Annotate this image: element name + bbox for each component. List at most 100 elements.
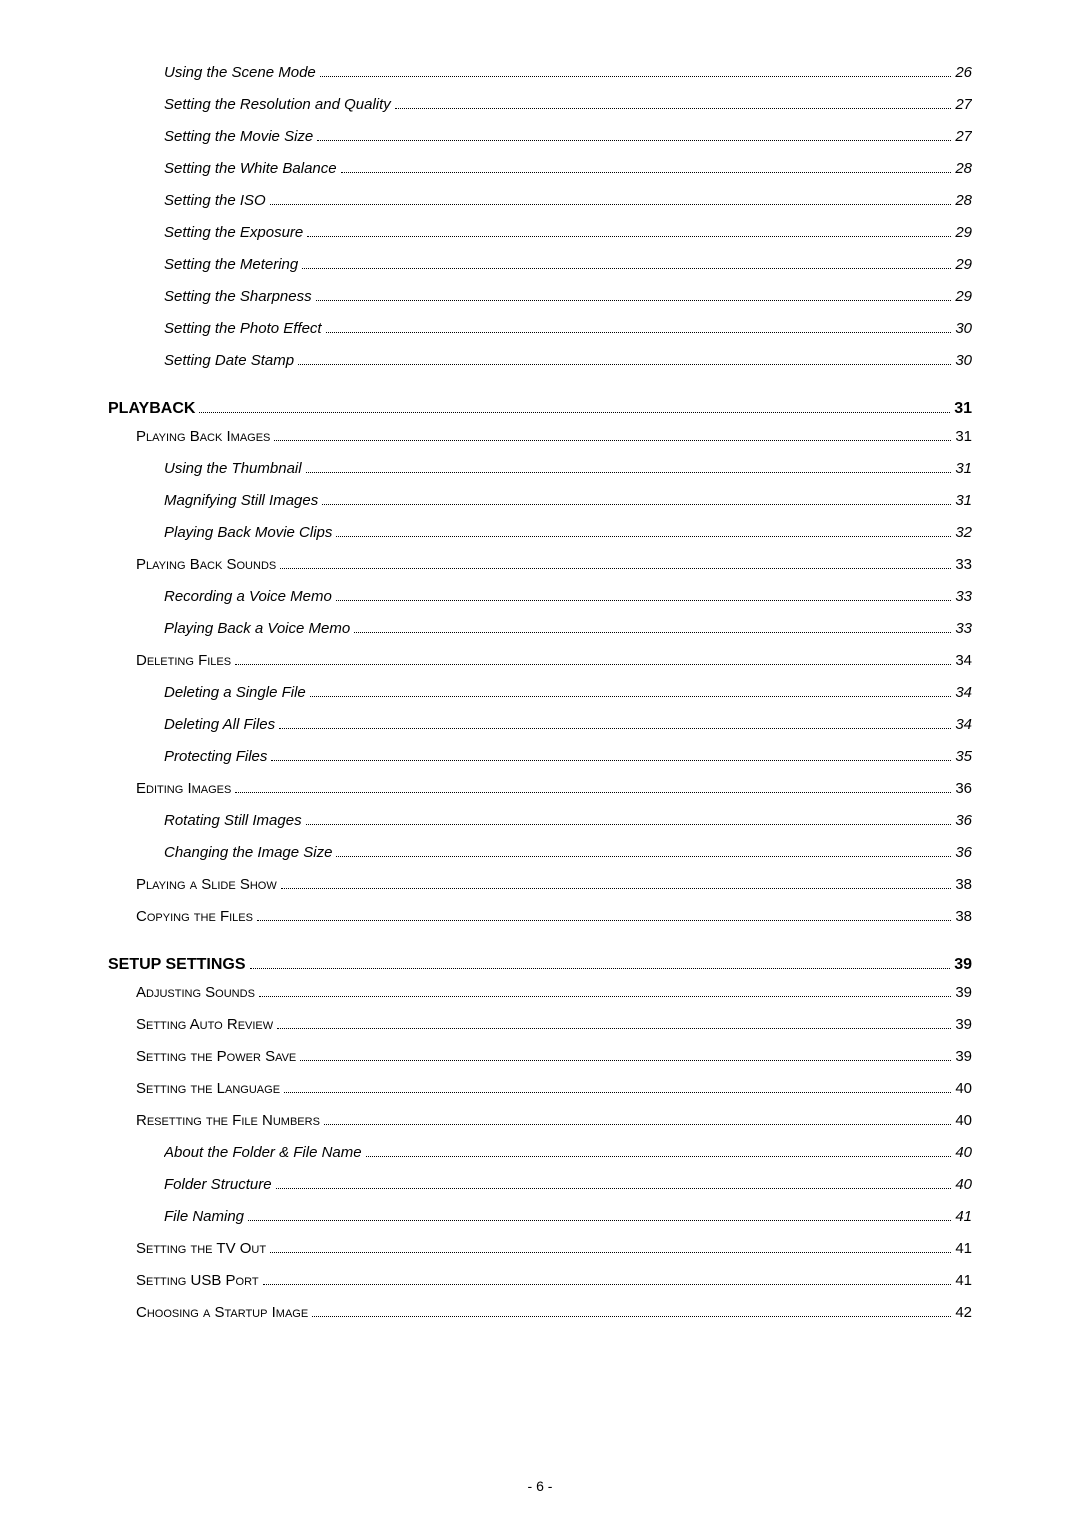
toc-leader-dots [270, 1252, 951, 1253]
toc-entry-page: 27 [955, 96, 972, 113]
toc-leader-dots [281, 888, 952, 889]
toc-entry: Setting Auto Review39 [136, 1016, 972, 1046]
toc-entry-label: PLAYBACK [108, 400, 195, 418]
toc-entry-label: Setting the Power Save [136, 1048, 296, 1065]
toc-entry: Deleting a Single File 34 [164, 684, 972, 714]
toc-entry: Using the Thumbnail 31 [164, 460, 972, 490]
toc-entry: Setting the Sharpness 29 [164, 288, 972, 318]
toc-entry: Setting the Exposure 29 [164, 224, 972, 254]
toc-entry: Editing Images 36 [136, 780, 972, 810]
toc-entry-page: 39 [955, 1016, 972, 1033]
toc-entry-label: Deleting a Single File [164, 684, 306, 701]
toc-entry-page: 30 [955, 320, 972, 337]
toc-entry-label: Setting the Sharpness [164, 288, 312, 305]
toc-leader-dots [259, 996, 951, 997]
toc-leader-dots [336, 856, 951, 857]
toc-entry: Choosing a Startup Image 42 [136, 1304, 972, 1334]
toc-leader-dots [310, 696, 952, 697]
toc-entry-page: 34 [955, 684, 972, 701]
toc-entry-page: 29 [955, 288, 972, 305]
toc-entry: Rotating Still Images 36 [164, 812, 972, 842]
toc-entry-label: Deleting All Files [164, 716, 275, 733]
toc-entry-page: 35 [955, 748, 972, 765]
toc-leader-dots [366, 1156, 952, 1157]
toc-entry-page: 27 [955, 128, 972, 145]
toc-entry-label: Adjusting Sounds [136, 984, 255, 1001]
toc-entry-page: 41 [955, 1240, 972, 1257]
toc-entry-label: File Naming [164, 1208, 244, 1225]
toc-leader-dots [312, 1316, 951, 1317]
toc-entry: SETUP SETTINGS39 [108, 956, 972, 974]
toc-entry-page: 40 [955, 1112, 972, 1129]
toc-entry: Recording a Voice Memo33 [164, 588, 972, 618]
toc-entry-label: Setting the Resolution and Quality [164, 96, 391, 113]
toc-leader-dots [320, 76, 952, 77]
toc-entry-label: Using the Scene Mode [164, 64, 316, 81]
toc-entry-label: Setting Date Stamp [164, 352, 294, 369]
toc-entry: Resetting the File Numbers 40 [136, 1112, 972, 1142]
toc-entry-page: 42 [955, 1304, 972, 1321]
toc-entry-label: Rotating Still Images [164, 812, 302, 829]
toc-leader-dots [306, 824, 952, 825]
toc-entry-page: 39 [955, 984, 972, 1001]
toc-entry-label: Using the Thumbnail [164, 460, 302, 477]
toc-entry-page: 31 [955, 428, 972, 445]
toc-leader-dots [235, 664, 951, 665]
table-of-contents: Using the Scene Mode26Setting the Resolu… [108, 64, 972, 1334]
toc-entry: Setting the ISO28 [164, 192, 972, 222]
toc-entry-label: Choosing a Startup Image [136, 1304, 308, 1321]
toc-leader-dots [300, 1060, 951, 1061]
toc-entry-label: About the Folder & File Name [164, 1144, 362, 1161]
toc-entry-page: 39 [955, 1048, 972, 1065]
toc-entry: Setting the Metering29 [164, 256, 972, 286]
toc-leader-dots [307, 236, 951, 237]
toc-leader-dots [257, 920, 951, 921]
toc-leader-dots [324, 1124, 951, 1125]
toc-entry-page: 34 [955, 716, 972, 733]
toc-leader-dots [341, 172, 952, 173]
toc-leader-dots [280, 568, 951, 569]
toc-entry-label: Playing Back Movie Clips [164, 524, 332, 541]
toc-entry-page: 32 [955, 524, 972, 541]
toc-entry: Setting Date Stamp30 [164, 352, 972, 382]
toc-entry: Playing a Slide Show38 [136, 876, 972, 906]
toc-entry-page: 31 [955, 460, 972, 477]
toc-entry: Using the Scene Mode26 [164, 64, 972, 94]
toc-entry-page: 33 [955, 588, 972, 605]
toc-entry: Magnifying Still Images31 [164, 492, 972, 522]
toc-entry-page: 36 [955, 780, 972, 797]
toc-entry-label: Changing the Image Size [164, 844, 332, 861]
toc-entry: Setting the White Balance28 [164, 160, 972, 190]
toc-leader-dots [326, 332, 952, 333]
toc-entry-page: 29 [955, 256, 972, 273]
toc-leader-dots [279, 728, 951, 729]
toc-entry: Playing Back Sounds33 [136, 556, 972, 586]
toc-entry-label: Setting the Exposure [164, 224, 303, 241]
toc-entry: PLAYBACK31 [108, 400, 972, 418]
toc-leader-dots [274, 440, 951, 441]
toc-leader-dots [235, 792, 951, 793]
toc-entry: Setting the Resolution and Quality 27 [164, 96, 972, 126]
toc-leader-dots [316, 300, 952, 301]
toc-entry: Deleting All Files 34 [164, 716, 972, 746]
toc-entry: Setting the TV Out41 [136, 1240, 972, 1270]
toc-entry-label: Resetting the File Numbers [136, 1112, 320, 1129]
toc-entry: Deleting Files34 [136, 652, 972, 682]
toc-entry-page: 40 [955, 1080, 972, 1097]
toc-entry-label: Magnifying Still Images [164, 492, 318, 509]
toc-leader-dots [306, 472, 952, 473]
toc-entry: Playing Back Images31 [136, 428, 972, 458]
toc-entry-page: 41 [955, 1208, 972, 1225]
toc-entry-label: Editing Images [136, 780, 231, 797]
toc-entry: Folder Structure40 [164, 1176, 972, 1206]
toc-leader-dots [199, 412, 950, 413]
toc-entry-page: 28 [955, 160, 972, 177]
toc-entry-page: 40 [955, 1144, 972, 1161]
toc-entry: Setting USB Port41 [136, 1272, 972, 1302]
toc-entry-page: 36 [955, 812, 972, 829]
toc-entry-page: 29 [955, 224, 972, 241]
page-footer: - 6 - [0, 1478, 1080, 1494]
toc-entry: Setting the Photo Effect30 [164, 320, 972, 350]
toc-entry-label: Setting the Language [136, 1080, 280, 1097]
toc-entry-label: Copying the Files [136, 908, 253, 925]
